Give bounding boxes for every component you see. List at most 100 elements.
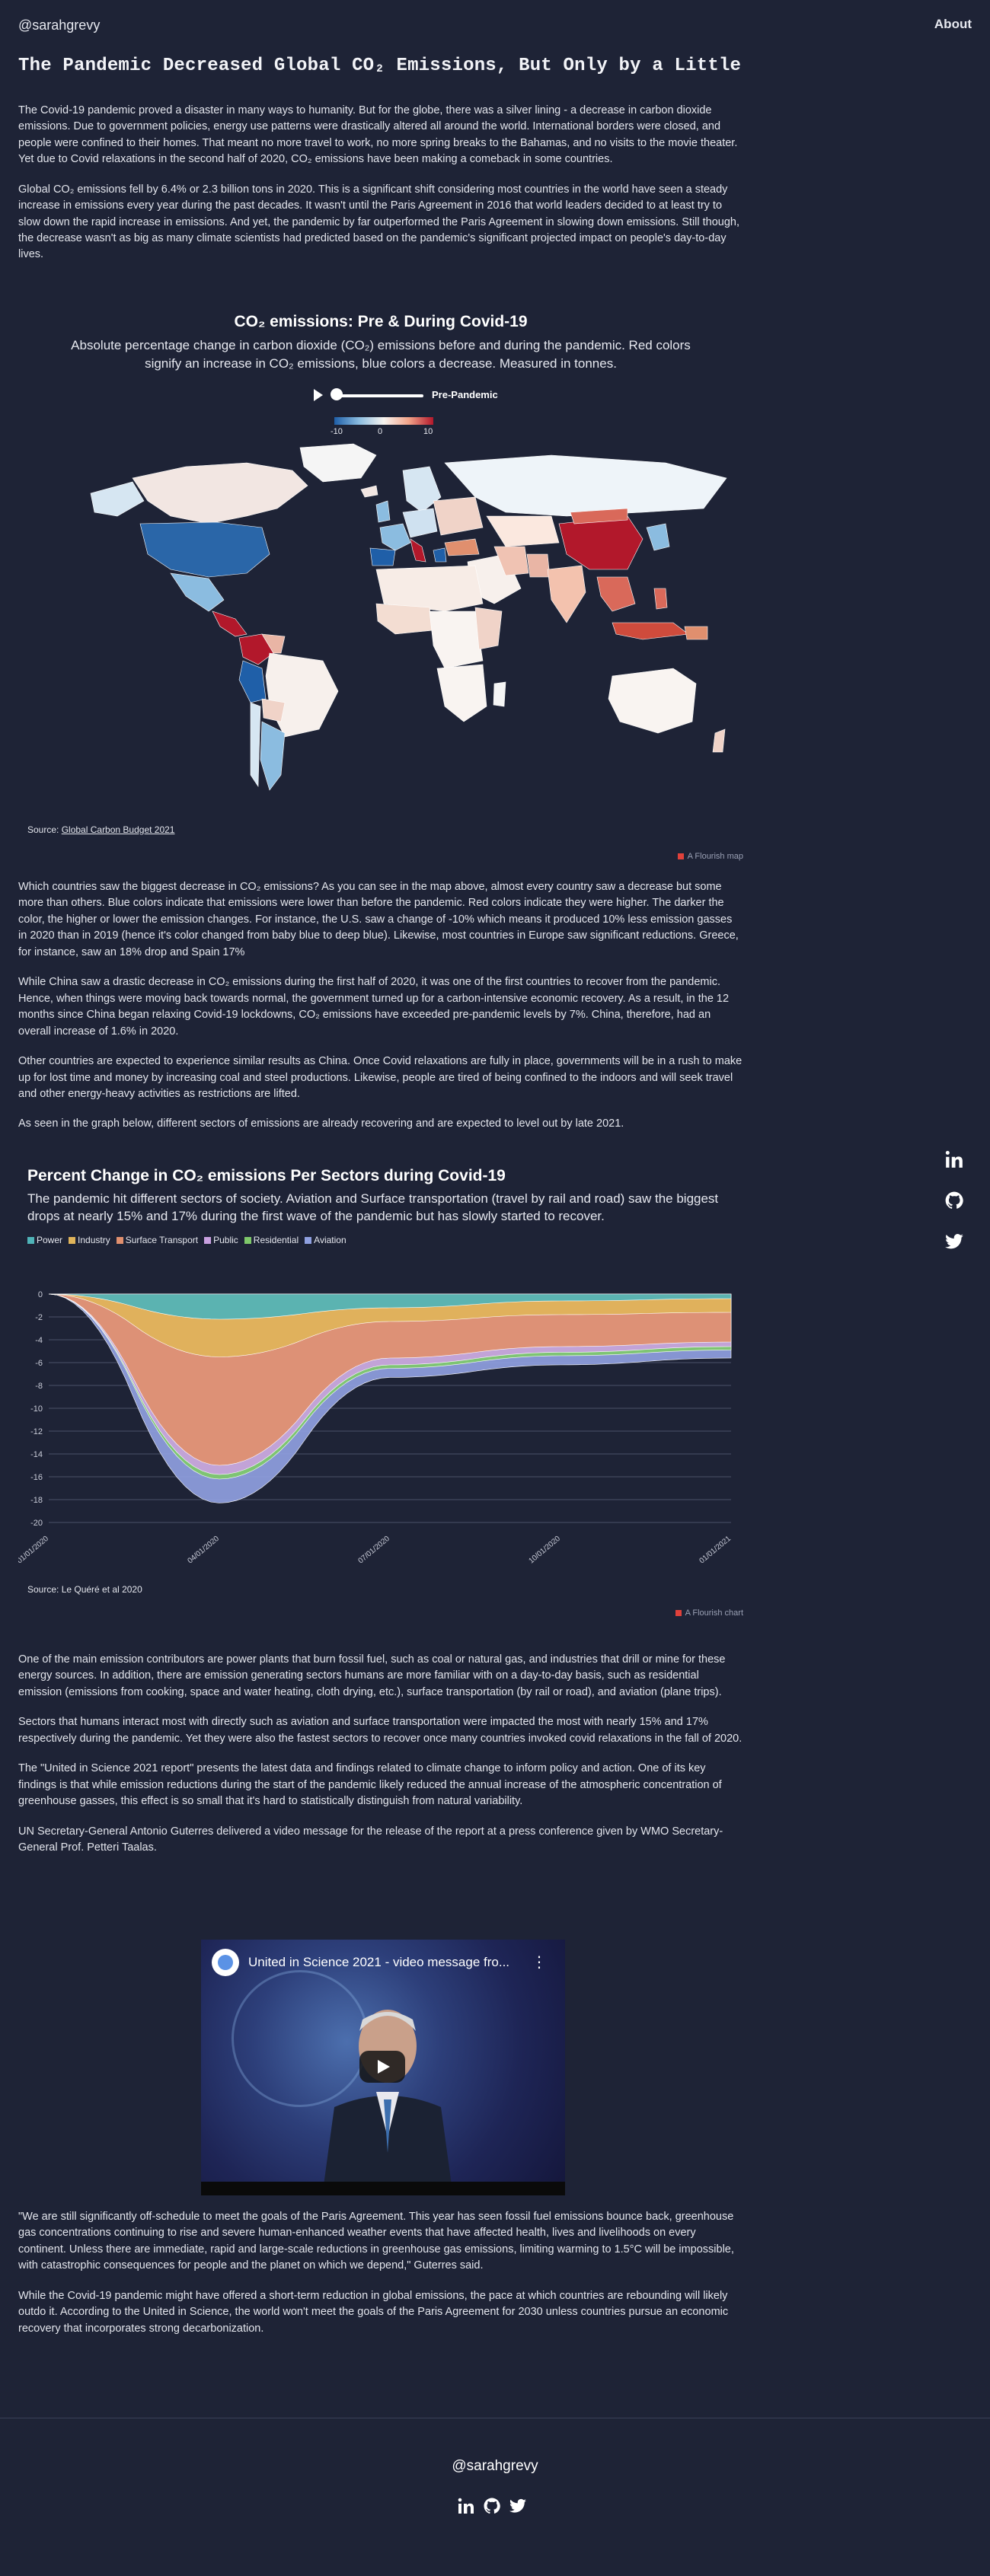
- map-credit-label: A Flourish map: [687, 852, 743, 861]
- y-tick-label: -16: [30, 1473, 43, 1482]
- y-tick-label: 0: [38, 1290, 43, 1299]
- twitter-icon[interactable]: [944, 1232, 964, 1251]
- map-source: Source: Global Carbon Budget 2021: [27, 824, 174, 837]
- legend-label: Surface Transport: [125, 1234, 199, 1245]
- body-paragraph: As seen in the graph below, different se…: [18, 1117, 624, 1130]
- y-tick-label: -10: [30, 1404, 43, 1414]
- chart-credit[interactable]: A Flourish chart: [675, 1608, 743, 1620]
- emissions-map: CO₂ emissions: Pre & During Covid-19 Abs…: [18, 304, 743, 868]
- legend-swatch: [116, 1236, 123, 1244]
- github-icon[interactable]: [944, 1191, 964, 1210]
- chart-subtitle: The pandemic hit different sectors of so…: [27, 1191, 719, 1223]
- body-paragraph: UN Secretary-General Antonio Guterres de…: [18, 1825, 723, 1854]
- video-title[interactable]: United in Science 2021 - video message f…: [248, 1955, 510, 1969]
- color-legend: [334, 417, 433, 425]
- legend-item[interactable]: Surface Transport: [116, 1234, 199, 1247]
- article-closing: "We are still significantly off-schedule…: [18, 2209, 743, 2351]
- x-tick-label: 07/01/2020: [357, 1535, 392, 1566]
- map-region-philippines: [653, 588, 668, 610]
- body-paragraph: Sectors that humans interact most with d…: [18, 1716, 742, 1745]
- map-region-madagascar: [493, 681, 506, 707]
- time-slider[interactable]: Pre-Pandemic: [314, 387, 512, 403]
- github-icon[interactable]: [483, 2497, 501, 2515]
- map-region-west-africa: [375, 603, 434, 635]
- map-region-spain: [369, 547, 396, 566]
- map-region-peru: [238, 660, 267, 703]
- map-region-central-asia: [486, 515, 560, 547]
- map-region-chile: [250, 702, 261, 787]
- y-tick-label: -4: [35, 1336, 43, 1345]
- map-region-korea-japan: [646, 523, 670, 551]
- map-region-east-africa: [474, 607, 503, 650]
- map-region-canada: [132, 462, 308, 524]
- map-subtitle: Absolute percentage change in carbon dio…: [71, 338, 691, 371]
- legend-item[interactable]: Public: [204, 1234, 238, 1247]
- map-region-north-africa: [375, 565, 484, 612]
- legend-swatch: [69, 1236, 76, 1244]
- map-credit[interactable]: A Flourish map: [677, 851, 743, 863]
- x-tick-label: 01/01/2021: [698, 1535, 733, 1566]
- video-embed[interactable]: United in Science 2021 - video message f…: [201, 1940, 565, 2195]
- legend-item[interactable]: Power: [27, 1234, 62, 1247]
- legend-label: Industry: [78, 1234, 110, 1245]
- article-intro: The Pandemic Decreased Global CO₂ Emissi…: [18, 53, 743, 277]
- linkedin-icon[interactable]: [944, 1149, 964, 1169]
- legend-item[interactable]: Industry: [69, 1234, 110, 1247]
- legend-item[interactable]: Aviation: [305, 1234, 346, 1247]
- article-middle: Which countries saw the biggest decrease…: [18, 879, 743, 1146]
- body-paragraph: The "United in Science 2021 report" pres…: [18, 1762, 722, 1808]
- map-region-uk: [375, 500, 391, 523]
- legend-tick: 10: [423, 427, 433, 436]
- intro-paragraph: Global CO₂ emissions fell by 6.4% or 2.3…: [18, 183, 740, 261]
- play-icon[interactable]: [314, 389, 323, 401]
- slider-handle[interactable]: [331, 388, 343, 400]
- area-chart[interactable]: 0 -2 -4 -6 -8 -10 -12 -14 -16 -18 -20 01/01/2020 04/…: [18, 1279, 743, 1576]
- map-region-papua: [684, 626, 708, 640]
- chart-source: Source: Le Quéré et al 2020: [27, 1584, 142, 1595]
- more-options-icon[interactable]: ⋮: [532, 1954, 547, 1971]
- map-source-link[interactable]: Global Carbon Budget 2021: [61, 824, 175, 835]
- body-paragraph: Which countries saw the biggest decrease…: [18, 881, 739, 958]
- legend-item[interactable]: Residential: [244, 1234, 299, 1247]
- about-link[interactable]: About: [934, 17, 972, 31]
- legend-swatch: [244, 1236, 251, 1244]
- footer-social-links: [457, 2497, 541, 2520]
- map-region-greenland: [299, 443, 377, 483]
- y-tick-label: -8: [35, 1382, 43, 1391]
- channel-avatar-icon[interactable]: [212, 1949, 239, 1976]
- chart-credit-label: A Flourish chart: [685, 1608, 743, 1618]
- x-tick-label: 01/01/2020: [18, 1535, 50, 1566]
- legend-label: Public: [213, 1234, 238, 1245]
- legend-label: Aviation: [314, 1234, 346, 1245]
- map-region-brazil: [265, 652, 339, 738]
- world-map[interactable]: [18, 440, 743, 798]
- play-button[interactable]: [359, 2051, 405, 2083]
- series-area-power: [48, 1293, 732, 1320]
- footer-brand[interactable]: @sarahgrevy: [452, 2458, 538, 2474]
- map-region-india: [547, 565, 586, 623]
- speaker-thumbnail: [323, 2010, 452, 2191]
- chart-legend: Power Industry Surface Transport Public Resi…: [27, 1234, 734, 1247]
- body-paragraph: "We are still significantly off-schedule…: [18, 2211, 734, 2272]
- map-region-se-asia: [596, 576, 636, 612]
- map-region-mexico: [170, 572, 225, 612]
- y-tick-label: -20: [30, 1519, 43, 1528]
- legend-swatch: [305, 1236, 312, 1244]
- y-tick-label: -6: [35, 1359, 43, 1368]
- flourish-logo-icon: [677, 853, 684, 860]
- twitter-icon[interactable]: [509, 2497, 527, 2515]
- map-region-china: [558, 515, 644, 570]
- video-bottom-bar: [201, 2182, 565, 2195]
- map-region-central-america: [212, 611, 248, 637]
- map-region-usa: [139, 521, 270, 578]
- map-region-italy: [410, 538, 426, 563]
- intro-paragraph: The Covid-19 pandemic proved a disaster …: [18, 104, 738, 166]
- map-region-scandinavia: [402, 466, 442, 513]
- sector-chart: Percent Change in CO₂ emissions Per Sect…: [18, 1165, 743, 1621]
- map-region-germany-central: [402, 508, 438, 538]
- top-nav: @sarahgrevy About: [18, 15, 972, 38]
- legend-label: Power: [37, 1234, 63, 1245]
- slider-track[interactable]: [332, 394, 423, 397]
- linkedin-icon[interactable]: [457, 2497, 475, 2515]
- brand-link[interactable]: @sarahgrevy: [18, 18, 101, 33]
